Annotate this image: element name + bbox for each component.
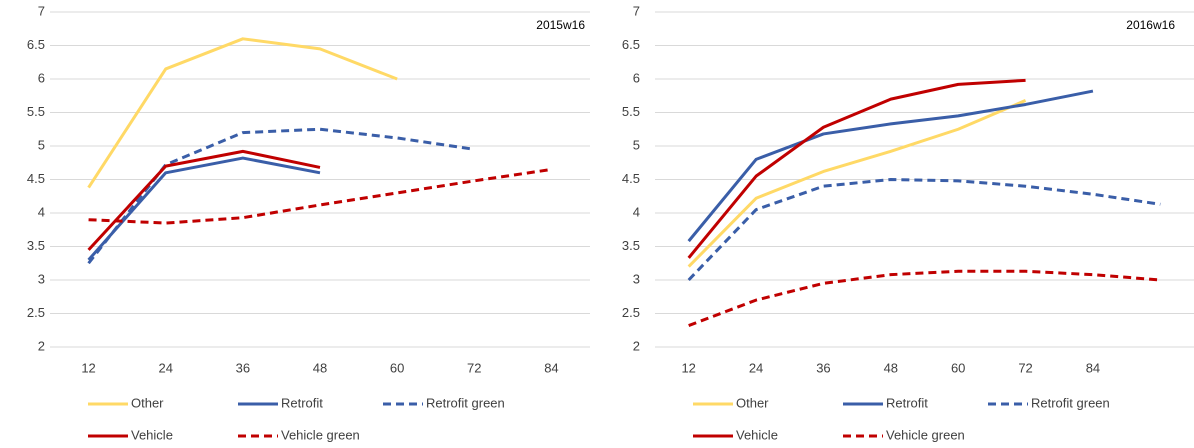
legend-label: Retrofit green [1031, 395, 1110, 410]
x-tick-label: 36 [236, 360, 250, 375]
y-tick-label: 6 [633, 70, 640, 85]
x-tick-label: 72 [467, 360, 481, 375]
y-tick-label: 2.5 [27, 305, 45, 320]
x-tick-label: 84 [1086, 360, 1100, 375]
y-tick-label: 4 [38, 204, 45, 219]
y-tick-label: 7 [633, 3, 640, 18]
x-tick-label: 24 [158, 360, 172, 375]
legend-label: Retrofit [886, 395, 928, 410]
series-line [87, 156, 321, 261]
annotation: 2015w16 [536, 18, 585, 32]
legend-label: Vehicle green [281, 427, 360, 442]
y-tick-label: 3.5 [27, 238, 45, 253]
y-tick-label: 5 [633, 137, 640, 152]
legend-label: Retrofit green [426, 395, 505, 410]
series-line [687, 178, 1161, 282]
legend-label: Vehicle [736, 427, 778, 442]
legend-label: Vehicle [131, 427, 173, 442]
y-tick-label: 2 [38, 338, 45, 353]
x-tick-label: 60 [951, 360, 965, 375]
x-tick-label: 60 [390, 360, 404, 375]
series-line [87, 37, 398, 189]
y-tick-label: 6 [38, 70, 45, 85]
x-tick-label: 84 [544, 360, 558, 375]
x-tick-label: 48 [313, 360, 327, 375]
x-tick-label: 12 [681, 360, 695, 375]
legend-label: Other [736, 395, 769, 410]
y-tick-label: 4 [633, 204, 640, 219]
y-tick-label: 5.5 [622, 104, 640, 119]
legend-label: Retrofit [281, 395, 323, 410]
x-tick-label: 48 [884, 360, 898, 375]
y-tick-label: 3.5 [622, 238, 640, 253]
y-tick-label: 6.5 [27, 37, 45, 52]
y-tick-label: 2.5 [622, 305, 640, 320]
series-line [87, 149, 321, 251]
x-tick-label: 72 [1018, 360, 1032, 375]
x-tick-label: 36 [816, 360, 830, 375]
legend-label: Other [131, 395, 164, 410]
series-line [688, 269, 1161, 327]
x-tick-label: 24 [749, 360, 763, 375]
y-tick-label: 6.5 [622, 37, 640, 52]
y-tick-label: 2 [633, 338, 640, 353]
series-line [88, 167, 552, 225]
legend-label: Vehicle green [886, 427, 965, 442]
series-line [687, 99, 1027, 268]
y-tick-label: 5.5 [27, 104, 45, 119]
y-tick-label: 3 [38, 271, 45, 286]
y-tick-label: 7 [38, 3, 45, 18]
series-line [687, 78, 1026, 259]
series-line [687, 89, 1094, 243]
x-tick-label: 12 [81, 360, 95, 375]
annotation: 2016w16 [1126, 18, 1175, 32]
y-tick-label: 3 [633, 271, 640, 286]
y-tick-label: 5 [38, 137, 45, 152]
y-tick-label: 4.5 [622, 171, 640, 186]
y-tick-label: 4.5 [27, 171, 45, 186]
